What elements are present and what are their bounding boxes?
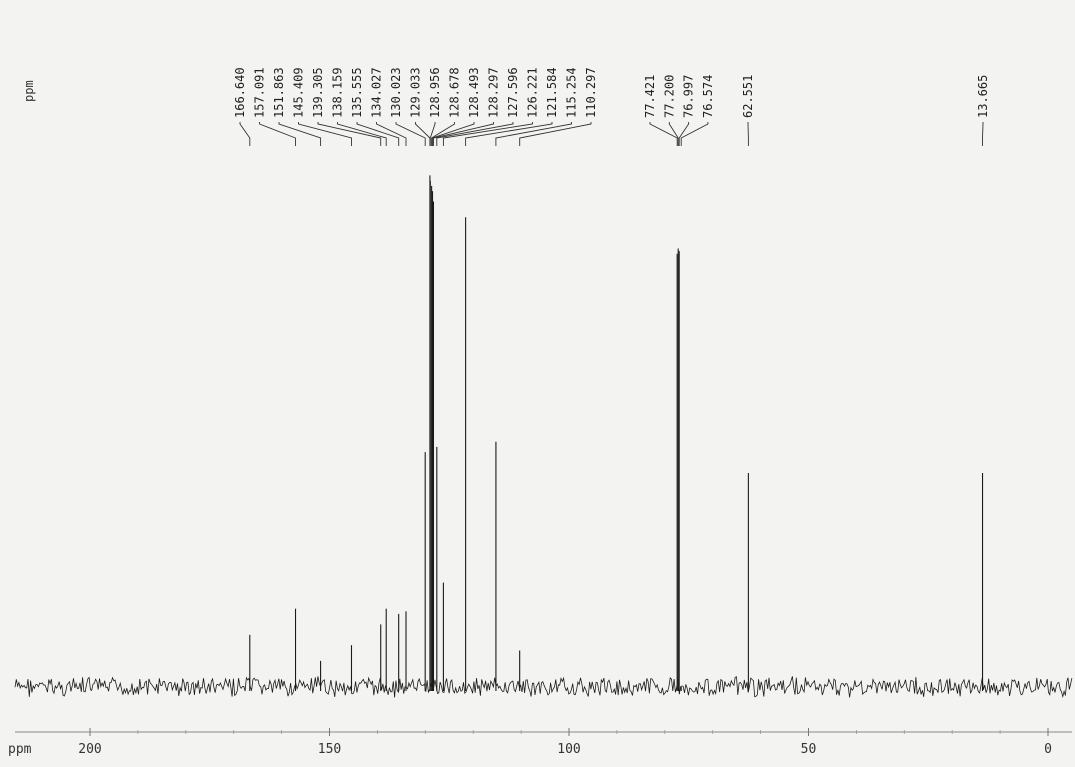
peaks-group [249, 175, 984, 691]
corner-unit-label: ppm [22, 80, 36, 102]
peak-label: 134.027 [370, 67, 384, 118]
peak-label-connector [680, 122, 709, 146]
peak-label-connector [431, 122, 455, 146]
peak-label-connectors [239, 122, 984, 146]
peak-label: 128.493 [467, 67, 481, 118]
peak-label: 126.221 [526, 67, 540, 118]
x-axis-ticks: 200 150 100 50 0 [78, 728, 1052, 757]
x-axis-tick-label: 150 [318, 742, 341, 757]
peak-label: 76.997 [682, 75, 696, 118]
peak-label: 128.956 [428, 67, 442, 118]
peak-label-connector [298, 122, 352, 146]
peak-label-connector [239, 122, 251, 146]
x-axis-tick-label: 200 [78, 742, 101, 757]
peak-label-connector [259, 122, 296, 146]
peak-label: 77.421 [643, 75, 657, 118]
peak-label-connector [376, 122, 407, 146]
peak-label: 145.409 [292, 67, 306, 118]
x-axis-tick-label: 0 [1044, 742, 1052, 757]
peak-label: 115.254 [565, 67, 579, 118]
peak-label-connector [678, 122, 690, 146]
peak-label: 135.555 [350, 67, 364, 118]
peak-label-connector [278, 122, 322, 146]
peak-label-connector [519, 122, 592, 146]
peak-label: 121.584 [545, 67, 559, 118]
peak-label: 127.596 [506, 67, 520, 118]
peak-label: 110.297 [584, 67, 598, 118]
peak-label-connector [356, 122, 400, 146]
peak-label-connector [337, 122, 387, 146]
x-axis-tick-label: 100 [557, 742, 580, 757]
peak-label: 166.640 [233, 67, 247, 118]
peak-label-connector [395, 122, 426, 146]
peak-label: 128.297 [487, 67, 501, 118]
peak-label: 157.091 [253, 67, 267, 118]
peak-label-connector [429, 122, 436, 146]
peak-label-connector [317, 122, 382, 146]
peak-label: 76.574 [701, 75, 715, 118]
peak-label: 129.033 [409, 67, 423, 118]
x-axis-unit-label: ppm [8, 742, 32, 757]
peak-label-connector [465, 122, 553, 146]
peak-label: 138.159 [331, 67, 345, 118]
peak-label: 151.863 [272, 67, 286, 118]
x-axis-tick-label: 50 [801, 742, 817, 757]
peak-label-connector [649, 122, 678, 146]
peak-label-connector [436, 122, 514, 146]
peak-label-connector [432, 122, 475, 146]
peak-label-connector [495, 122, 572, 146]
peak-label-connector [668, 122, 679, 146]
peak-labels-group: 166.640 157.091 151.863 145.409 139.305 138.1… [233, 67, 990, 118]
peak-label-connector [982, 122, 984, 146]
peak-label: 128.678 [448, 67, 462, 118]
peak-label-connector [442, 122, 533, 146]
peak-label: 130.023 [389, 67, 403, 118]
peak-label: 139.305 [311, 67, 325, 118]
peak-label-connector [433, 122, 494, 146]
peak-label: 77.200 [662, 75, 676, 118]
peak-label: 13.665 [976, 75, 990, 118]
baseline-noise [14, 676, 1073, 699]
peak-label: 62.551 [741, 75, 755, 118]
